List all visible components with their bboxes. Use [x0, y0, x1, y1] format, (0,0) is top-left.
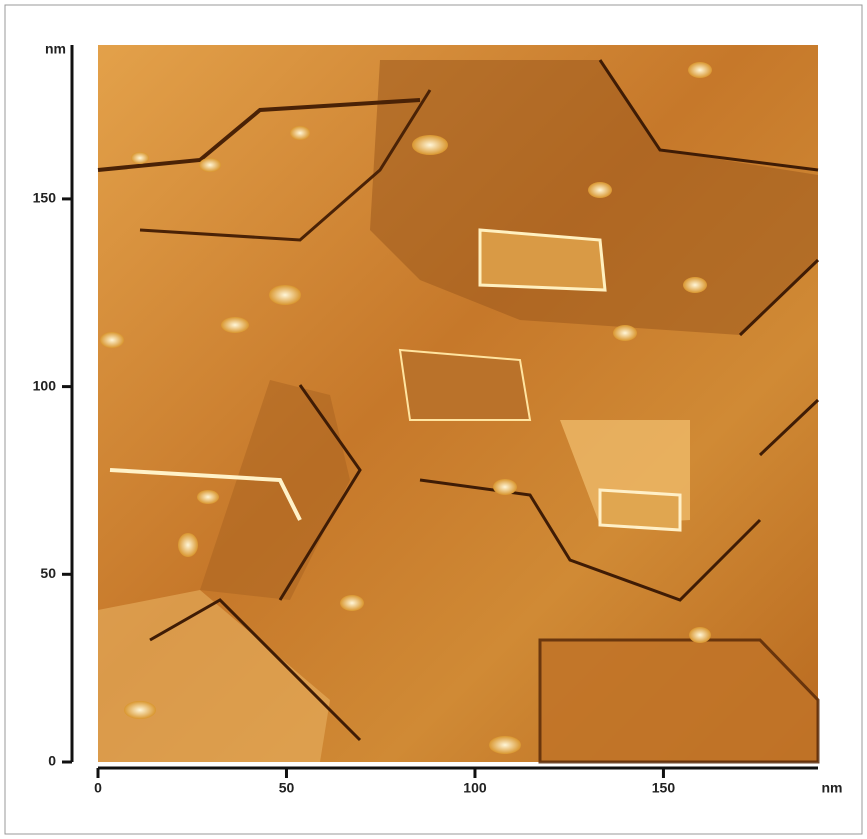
- x-axis-label: nm: [822, 780, 843, 796]
- y-tick-label: 50: [40, 565, 56, 581]
- x-tick-label: 50: [279, 780, 295, 796]
- x-tick-label: 0: [94, 780, 102, 796]
- y-tick-label: 100: [33, 377, 57, 393]
- y-tick-label: 0: [48, 753, 56, 769]
- x-tick-label: 100: [463, 780, 487, 796]
- y-axis-label: nm: [45, 41, 66, 57]
- figure: nm nm 0 50 100 150 0 50 100 150: [0, 0, 867, 839]
- afm-image: [98, 45, 818, 762]
- y-tick-label: 150: [33, 190, 57, 206]
- x-tick-label: 150: [652, 780, 676, 796]
